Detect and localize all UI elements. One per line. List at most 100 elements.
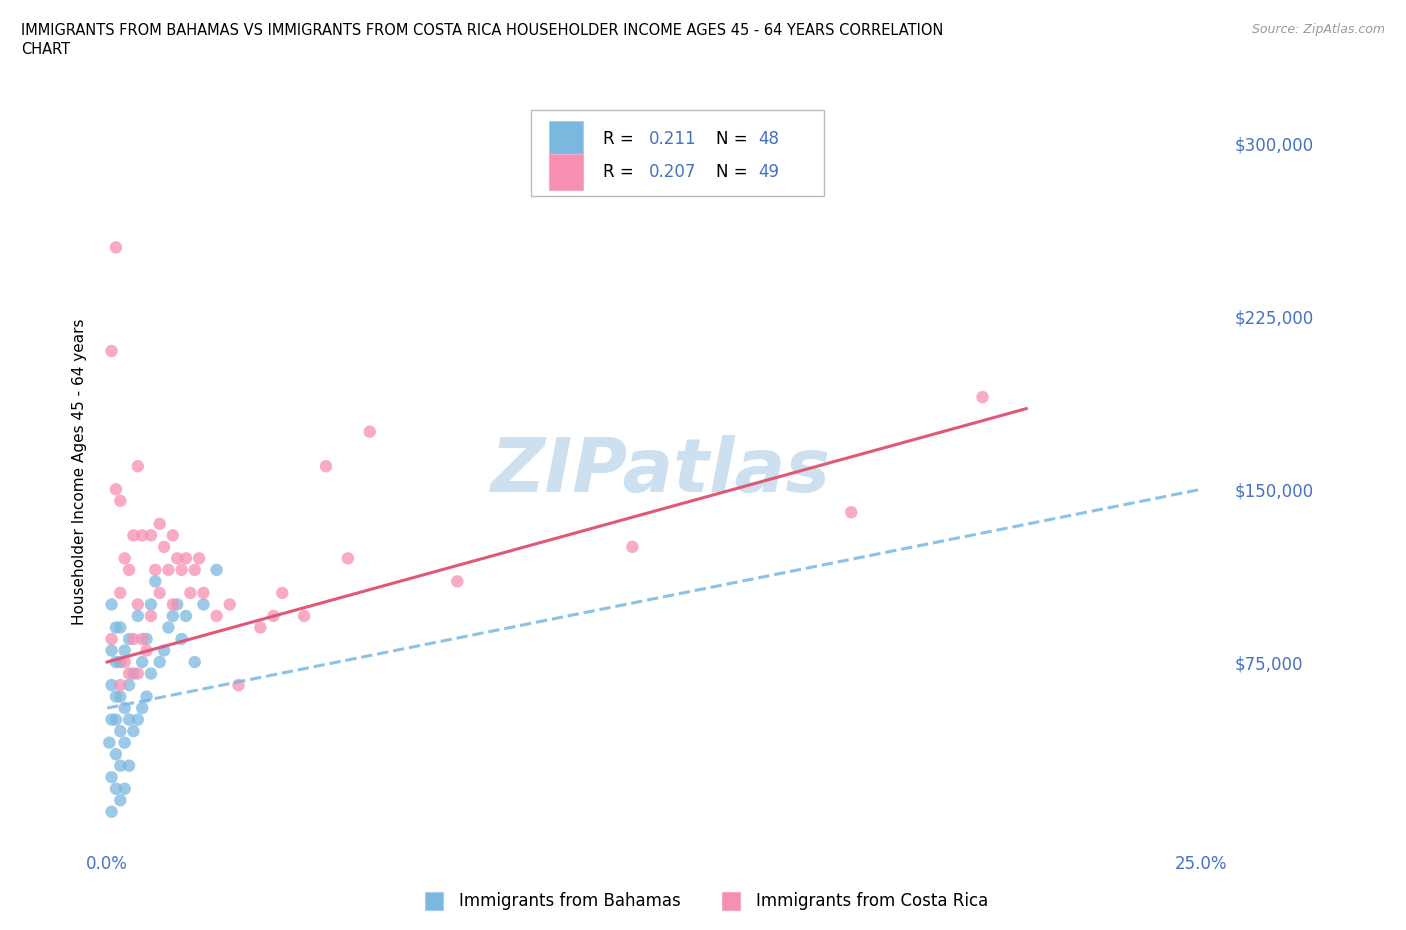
Text: N =: N = [716,130,752,148]
Point [135,689,157,704]
Point [100,804,122,819]
Point [149,655,172,670]
Point [104,240,127,255]
Point [135,631,157,646]
FancyBboxPatch shape [550,153,583,190]
Point [149,586,172,601]
Point [127,458,149,473]
Point [100,343,122,358]
Point [174,608,197,623]
Point [114,551,136,565]
Point [183,655,205,670]
Point [271,586,294,601]
Point [249,620,271,635]
Point [127,666,149,681]
Text: 0.211: 0.211 [648,130,696,148]
Point [131,700,153,715]
Point [114,655,136,670]
Point [118,678,141,693]
Point [127,608,149,623]
Point [104,781,127,796]
Point [157,620,180,635]
Point [157,563,180,578]
Text: R =: R = [603,163,640,180]
Text: N =: N = [716,163,752,180]
Point [110,758,132,773]
Point [143,574,166,589]
Point [139,597,162,612]
Point [122,631,145,646]
Text: CHART: CHART [21,42,70,57]
Point [621,539,644,554]
Point [263,608,285,623]
Point [446,574,468,589]
Text: ZIPatlas: ZIPatlas [491,435,831,509]
Text: 0.207: 0.207 [648,163,696,180]
Point [131,528,153,543]
Point [131,631,153,646]
Point [114,736,136,751]
Point [100,631,122,646]
Point [193,597,215,612]
Point [100,597,122,612]
Point [110,689,132,704]
Point [110,678,132,693]
Point [153,539,176,554]
Text: Source: ZipAtlas.com: Source: ZipAtlas.com [1251,23,1385,36]
Point [162,528,184,543]
Point [110,493,132,508]
Point [139,528,162,543]
Point [104,655,127,670]
Point [122,528,145,543]
Point [127,712,149,727]
Point [153,643,176,658]
Point [110,724,132,738]
Point [162,597,184,612]
Point [179,586,201,601]
Point [218,597,240,612]
Point [359,424,381,439]
Point [104,747,127,762]
Point [114,781,136,796]
Text: 49: 49 [759,163,780,180]
Point [100,643,122,658]
Point [127,597,149,612]
Point [292,608,315,623]
Point [104,482,127,497]
Point [122,724,145,738]
Y-axis label: Householder Income Ages 45 - 64 years: Householder Income Ages 45 - 64 years [72,319,87,625]
Point [166,551,188,565]
Text: 48: 48 [759,130,780,148]
Point [139,666,162,681]
Point [149,516,172,531]
Point [110,586,132,601]
Text: R =: R = [603,130,640,148]
Point [104,620,127,635]
Point [104,689,127,704]
Point [114,700,136,715]
Point [336,551,359,565]
Point [118,666,141,681]
Point [104,712,127,727]
FancyBboxPatch shape [531,111,824,196]
Point [205,563,228,578]
FancyBboxPatch shape [550,121,583,157]
Text: IMMIGRANTS FROM BAHAMAS VS IMMIGRANTS FROM COSTA RICA HOUSEHOLDER INCOME AGES 45: IMMIGRANTS FROM BAHAMAS VS IMMIGRANTS FR… [21,23,943,38]
Point [110,655,132,670]
Point [118,631,141,646]
Point [839,505,862,520]
Point [162,608,184,623]
Point [228,678,250,693]
Point [972,390,994,405]
Point [110,620,132,635]
Point [183,563,205,578]
Point [110,792,132,807]
Point [100,712,122,727]
Point [122,666,145,681]
Point [139,608,162,623]
Point [118,712,141,727]
Point [135,643,157,658]
Point [131,655,153,670]
Point [174,551,197,565]
Point [170,631,193,646]
